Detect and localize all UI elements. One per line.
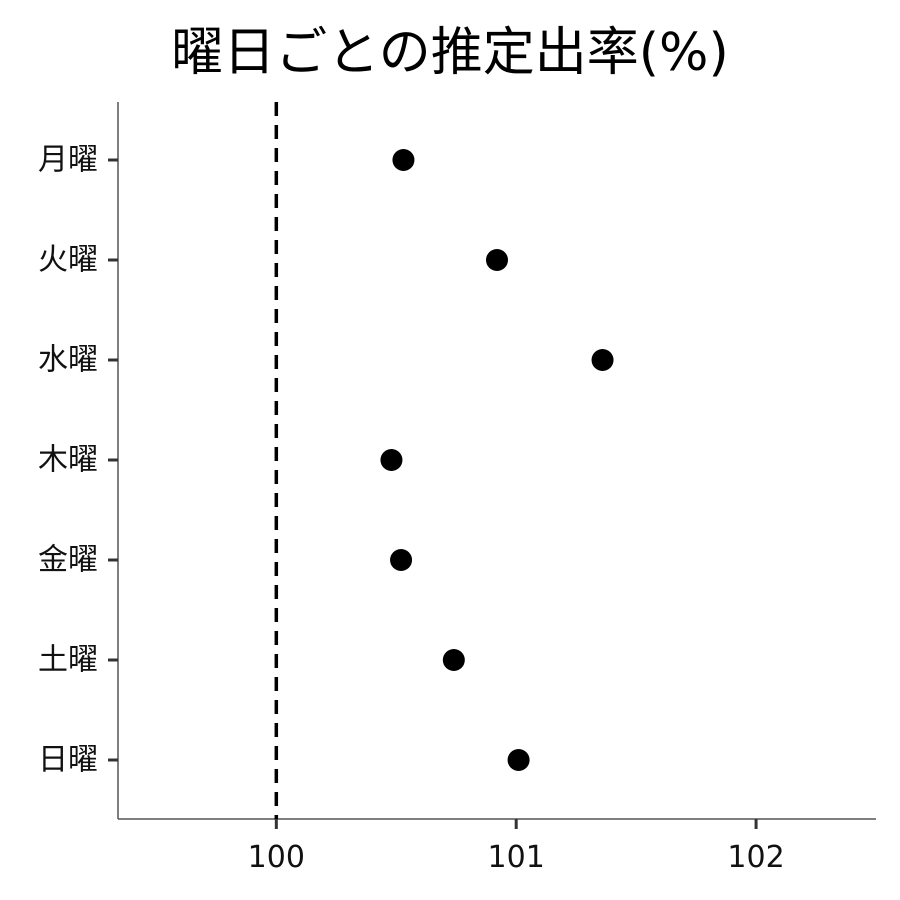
x-tick-label: 101	[488, 840, 545, 875]
data-point	[507, 749, 530, 771]
data-point	[591, 349, 614, 371]
y-tick-label: 金曜	[38, 543, 98, 578]
data-point	[390, 549, 413, 571]
x-tick-label: 102	[727, 840, 784, 875]
data-point	[392, 149, 415, 171]
y-tick-label: 水曜	[38, 343, 98, 378]
chart-title: 曜日ごとの推定出率(%)	[171, 23, 729, 83]
data-point	[442, 649, 465, 671]
data-point	[486, 249, 508, 271]
data-point	[380, 449, 403, 471]
y-tick-label: 土曜	[38, 643, 98, 678]
y-tick-label: 火曜	[38, 243, 98, 278]
y-tick-label: 日曜	[38, 743, 98, 778]
x-tick-label: 100	[248, 840, 305, 875]
y-tick-label: 木曜	[38, 443, 98, 478]
y-tick-label: 月曜	[38, 143, 98, 178]
